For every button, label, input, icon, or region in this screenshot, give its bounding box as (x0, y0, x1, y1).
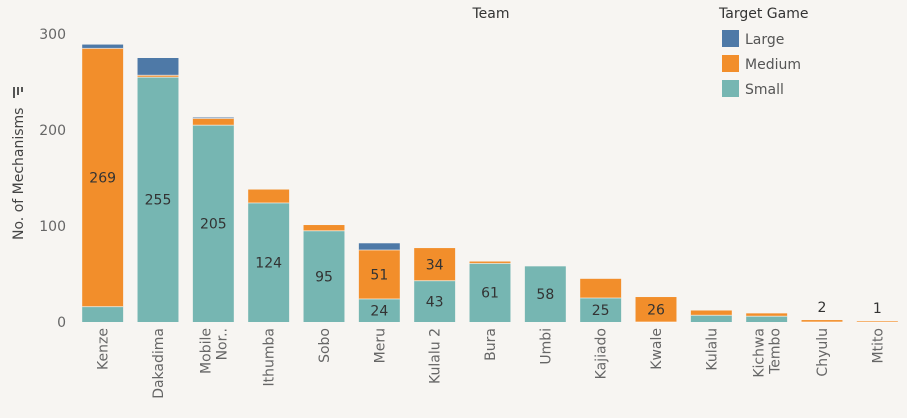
bar-segment-small[interactable] (192, 125, 234, 322)
bar-segment-small[interactable] (746, 316, 788, 322)
segment-separator (580, 297, 622, 299)
segment-separator (137, 74, 179, 76)
y-tick-label: 100 (39, 219, 66, 235)
data-label: 269 (89, 171, 116, 187)
bar-segment-medium[interactable] (746, 313, 788, 317)
data-label: 61 (481, 286, 499, 302)
data-label: 95 (315, 269, 333, 285)
legend-label[interactable]: Medium (745, 57, 801, 73)
x-tick-label: Mtito (870, 328, 886, 364)
segment-separator (82, 306, 124, 308)
x-tick-label: Kulalu 2 (428, 328, 444, 384)
x-tick-label: Tembo (768, 328, 784, 375)
bar-segment-small[interactable] (414, 280, 456, 322)
segment-separator (635, 321, 677, 323)
bar-segment-medium[interactable] (248, 189, 290, 203)
bar-segment-small[interactable] (524, 266, 566, 322)
bar-segment-large[interactable] (358, 243, 400, 250)
data-label: 24 (370, 303, 388, 319)
data-label: 43 (426, 294, 444, 310)
data-label: 34 (426, 257, 444, 273)
x-tick-label: Kulalu (704, 328, 720, 371)
legend-label[interactable]: Large (745, 32, 784, 48)
bar-segment-medium[interactable] (690, 310, 732, 316)
segment-separator (746, 315, 788, 317)
bar-segment-medium[interactable] (414, 248, 456, 281)
sort-icon[interactable] (13, 87, 23, 98)
bar-segment-medium[interactable] (801, 320, 843, 322)
x-tick-label: Kajiado (594, 328, 610, 379)
x-tick-label: Bura (483, 328, 499, 361)
segment-separator (192, 124, 234, 126)
bar-segment-small[interactable] (137, 77, 179, 322)
x-tick-label: Kwale (649, 328, 665, 370)
y-tick-label: 0 (57, 315, 66, 331)
data-label: 124 (255, 255, 282, 271)
bar-segment-small[interactable] (358, 298, 400, 322)
y-axis-title: No. of Mechanisms (11, 108, 27, 240)
data-label: 205 (200, 217, 227, 233)
data-label: 58 (536, 287, 554, 303)
bar-segment-small[interactable] (580, 298, 622, 322)
x-tick-label: Dakadima (151, 328, 167, 399)
x-tick-label: Meru (372, 328, 388, 363)
bar-segment-medium[interactable] (82, 48, 124, 307)
legend-swatch-large[interactable] (722, 30, 739, 47)
segment-separator (469, 262, 511, 264)
x-tick-label: Kenze (96, 328, 112, 370)
segment-separator (192, 117, 234, 119)
bar-segment-medium[interactable] (192, 118, 234, 126)
data-label: 25 (592, 303, 610, 319)
segment-separator (358, 298, 400, 300)
column-header-title: Team (471, 6, 509, 22)
bar-segment-small[interactable] (690, 315, 732, 322)
data-label: 255 (145, 193, 172, 209)
segment-separator (856, 321, 898, 323)
x-tick-label: Ithumba (262, 328, 278, 386)
data-label: 2 (818, 300, 827, 316)
y-tick-label: 300 (39, 27, 66, 43)
bar-segment-medium[interactable] (635, 297, 677, 322)
y-tick-label: 200 (39, 123, 66, 139)
segment-separator (137, 76, 179, 78)
bar-segment-small[interactable] (469, 263, 511, 322)
bar-segment-small[interactable] (82, 306, 124, 322)
x-tick-label: Kichwa (752, 328, 768, 378)
data-label: 26 (647, 303, 665, 319)
bar-segment-medium[interactable] (580, 278, 622, 298)
legend-label[interactable]: Small (745, 82, 784, 98)
bar-segment-medium[interactable] (469, 261, 511, 264)
segment-separator (690, 314, 732, 316)
data-label: 51 (370, 267, 388, 283)
x-tick-label: Nor.. (214, 328, 230, 360)
bar-segment-large[interactable] (82, 44, 124, 49)
x-tick-label: Sobo (317, 328, 333, 363)
x-tick-label: Umbi (538, 328, 554, 365)
segment-separator (414, 280, 456, 282)
bar-segment-medium[interactable] (303, 225, 345, 231)
x-tick-label: Mobile (198, 328, 214, 374)
bar-segment-large[interactable] (137, 58, 179, 76)
bar-segment-small[interactable] (248, 202, 290, 322)
data-label: 1 (873, 301, 882, 317)
bar-segment-medium[interactable] (358, 250, 400, 299)
segment-separator (358, 249, 400, 251)
segment-separator (248, 202, 290, 204)
segment-separator (82, 47, 124, 49)
segment-separator (303, 230, 345, 232)
legend-swatch-small[interactable] (722, 80, 739, 97)
legend-title: Target Game (718, 6, 808, 22)
legend-swatch-medium[interactable] (722, 55, 739, 72)
bar-segment-medium[interactable] (137, 75, 179, 78)
bar-segment-small[interactable] (303, 230, 345, 322)
x-tick-label: Chyulu (815, 328, 831, 377)
segment-separator (801, 321, 843, 323)
